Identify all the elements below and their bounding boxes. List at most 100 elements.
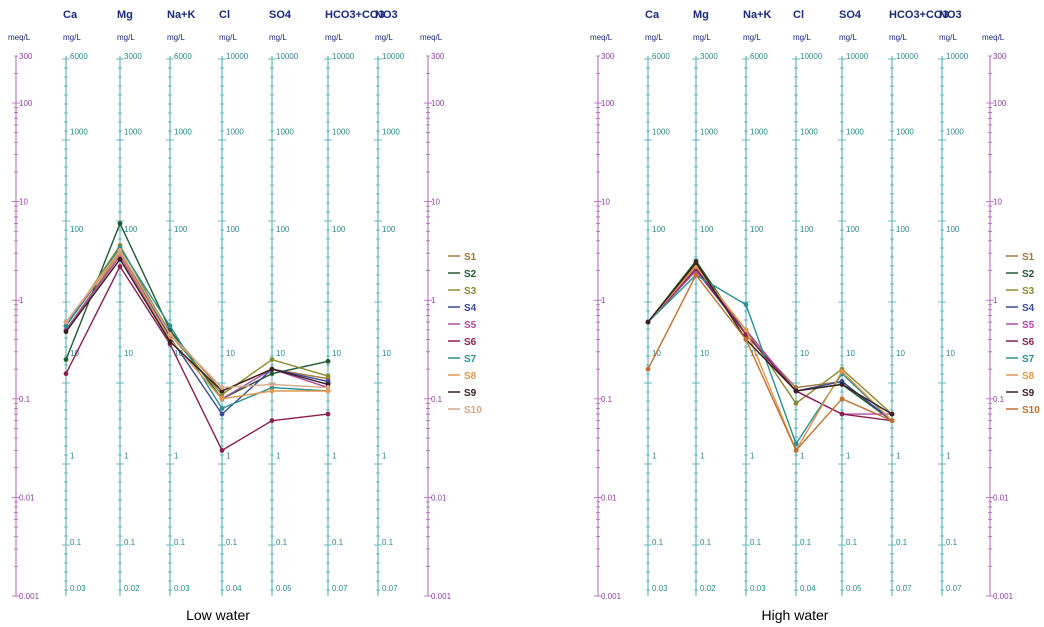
param-tick-label: 10 bbox=[332, 349, 341, 358]
param-tick-label: 1 bbox=[382, 452, 387, 461]
data-point-S6 bbox=[63, 371, 69, 377]
meq-unit-label: meq/L bbox=[8, 33, 31, 42]
meq-tick-label: 0.01 bbox=[19, 493, 35, 502]
param-unit-label: mg/L bbox=[743, 33, 761, 42]
data-point-S6 bbox=[839, 411, 845, 417]
param-tick-label: 10 bbox=[896, 349, 905, 358]
param-tick-label: 6000 bbox=[174, 52, 192, 61]
data-point-S9 bbox=[839, 382, 845, 387]
param-tick-label: 100 bbox=[332, 225, 346, 234]
param-unit-label: mg/L bbox=[269, 33, 287, 42]
param-tick-label: 1000 bbox=[700, 128, 718, 137]
data-point-S8 bbox=[325, 388, 331, 394]
meq-tick-label: 1 bbox=[601, 296, 606, 305]
param-tick-label: 0.04 bbox=[226, 584, 242, 593]
param-tick-label: 1000 bbox=[946, 128, 964, 137]
data-point-S10 bbox=[269, 382, 275, 387]
meq-tick-label: 0.001 bbox=[19, 592, 40, 601]
panel-title: High water bbox=[762, 607, 829, 623]
legend-label: S4 bbox=[464, 303, 477, 314]
param-name: Ca bbox=[645, 9, 660, 21]
param-tick-label: 0.07 bbox=[382, 584, 398, 593]
data-point-S6 bbox=[269, 418, 275, 424]
param-tick-label: 100 bbox=[226, 225, 240, 234]
panel-title: Low water bbox=[186, 607, 250, 623]
meq-tick-label: 300 bbox=[993, 52, 1007, 61]
param-name: Mg bbox=[117, 9, 133, 21]
param-tick-label: 10 bbox=[946, 349, 955, 358]
data-point-S9 bbox=[63, 329, 69, 335]
param-unit-label: mg/L bbox=[375, 33, 393, 42]
param-tick-label: 1000 bbox=[332, 128, 350, 137]
data-point-S10 bbox=[63, 319, 69, 325]
param-tick-label: 10 bbox=[174, 349, 183, 358]
param-unit-label: mg/L bbox=[167, 33, 185, 42]
legend-label: S1 bbox=[464, 252, 477, 263]
param-tick-label: 0.1 bbox=[800, 538, 812, 547]
data-point-S10 bbox=[889, 418, 895, 424]
data-point-S9 bbox=[889, 411, 895, 417]
data-point-S7 bbox=[63, 323, 69, 329]
meq-tick-label: 0.001 bbox=[601, 592, 622, 601]
data-point-S8 bbox=[743, 327, 749, 333]
series-line-S10 bbox=[647, 273, 893, 452]
data-point-S9 bbox=[693, 260, 699, 266]
meq-tick-label: 100 bbox=[993, 99, 1007, 108]
param-name: HCO3+CO3 bbox=[889, 9, 949, 21]
series-line-S6 bbox=[65, 265, 329, 452]
param-tick-label: 1000 bbox=[750, 128, 768, 137]
param-tick-label: 0.1 bbox=[332, 538, 344, 547]
param-tick-label: 0.1 bbox=[896, 538, 908, 547]
param-tick-label: 6000 bbox=[70, 52, 88, 61]
param-unit-label: mg/L bbox=[839, 33, 857, 42]
meq-tick-label: 0.1 bbox=[431, 395, 443, 404]
data-point-S6 bbox=[117, 264, 123, 269]
data-point-S9 bbox=[645, 319, 651, 325]
param-unit-label: mg/L bbox=[325, 33, 343, 42]
param-name: Na+K bbox=[167, 9, 195, 21]
data-point-S10 bbox=[693, 272, 699, 278]
legend-label: S5 bbox=[464, 320, 477, 331]
param-tick-label: 1 bbox=[124, 452, 129, 461]
meq-tick-label: 0.01 bbox=[601, 493, 617, 502]
data-point-S7 bbox=[219, 405, 225, 411]
param-name: SO4 bbox=[839, 9, 862, 21]
param-tick-label: 1 bbox=[750, 452, 755, 461]
series-line-S5 bbox=[647, 269, 892, 415]
param-tick-label: 1000 bbox=[276, 128, 294, 137]
param-tick-label: 100 bbox=[174, 225, 188, 234]
data-point-S10 bbox=[325, 385, 331, 390]
param-tick-label: 10 bbox=[276, 349, 285, 358]
param-tick-label: 10000 bbox=[946, 52, 969, 61]
data-point-S6 bbox=[325, 411, 331, 417]
data-point-S10 bbox=[219, 385, 225, 390]
meq-tick-label: 1 bbox=[993, 296, 998, 305]
legend-label: S7 bbox=[1022, 354, 1035, 365]
data-point-S8 bbox=[839, 368, 845, 374]
param-tick-label: 100 bbox=[750, 225, 764, 234]
param-tick-label: 10000 bbox=[226, 52, 249, 61]
meq-tick-label: 300 bbox=[19, 52, 33, 61]
param-tick-label: 1000 bbox=[382, 128, 400, 137]
param-tick-label: 100 bbox=[700, 225, 714, 234]
data-point-S4 bbox=[219, 411, 225, 417]
data-point-S7 bbox=[167, 323, 173, 329]
data-point-S7 bbox=[793, 441, 799, 447]
param-tick-label: 10 bbox=[226, 349, 235, 358]
data-point-S10 bbox=[167, 332, 173, 337]
param-name: HCO3+CO3 bbox=[325, 9, 385, 21]
series-line-S4 bbox=[647, 269, 893, 422]
meq-tick-label: 0.001 bbox=[993, 592, 1014, 601]
param-tick-label: 1000 bbox=[226, 128, 244, 137]
param-tick-label: 10 bbox=[124, 349, 133, 358]
param-tick-label: 0.1 bbox=[70, 538, 82, 547]
data-point-S9 bbox=[167, 339, 173, 345]
meq-tick-label: 0.1 bbox=[19, 395, 31, 404]
series-line-S6 bbox=[647, 267, 893, 422]
param-name: NO3 bbox=[939, 9, 962, 21]
panel-0: 300 100 10 1 0.1 0.01 0.001 meq/L 300 100 10 1 0.1 0.… bbox=[8, 9, 482, 623]
param-tick-label: 1000 bbox=[800, 128, 818, 137]
param-name: SO4 bbox=[269, 9, 292, 21]
legend-label: S2 bbox=[464, 269, 477, 280]
